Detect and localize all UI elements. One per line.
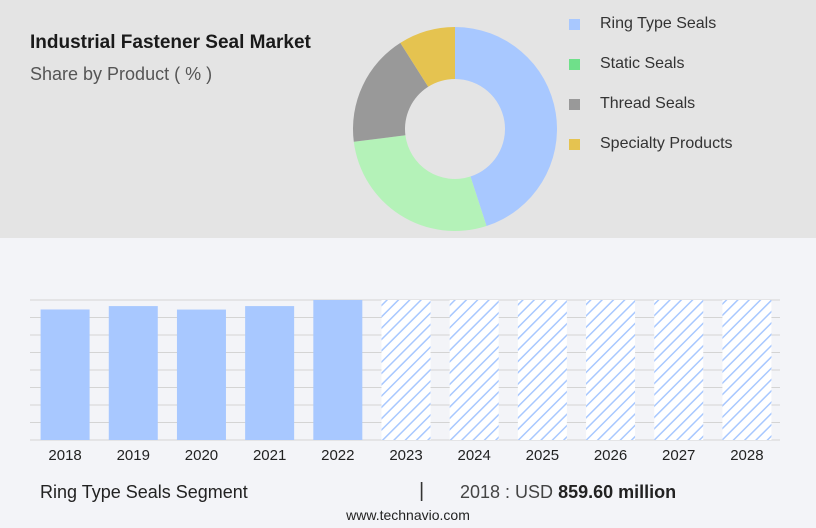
x-tick-label: 2024 bbox=[457, 447, 490, 464]
x-tick-label: 2020 bbox=[185, 447, 218, 464]
forecast-bar-2028 bbox=[722, 300, 772, 440]
forecast-bar-2024 bbox=[449, 300, 499, 440]
x-tick-label: 2021 bbox=[253, 447, 286, 464]
legend-label: Thread Seals bbox=[600, 95, 696, 112]
legend-item-thread-seals: Thread Seals bbox=[569, 92, 809, 116]
legend-item-specialty-products: Specialty Products bbox=[569, 132, 809, 156]
legend-label: Ring Type Seals bbox=[600, 15, 717, 32]
legend-item-static-seals: Static Seals bbox=[569, 52, 809, 76]
legend-swatch bbox=[569, 58, 580, 70]
x-tick-label: 2026 bbox=[594, 447, 627, 464]
legend-swatch bbox=[569, 138, 580, 150]
segment-value-amount: 859.60 million bbox=[558, 482, 677, 502]
segment-value-prefix: 2018 : USD bbox=[460, 482, 554, 502]
chart-title: Industrial Fastener Seal Market bbox=[30, 32, 311, 53]
x-tick-label: 2019 bbox=[117, 447, 150, 464]
legend-swatch bbox=[569, 98, 580, 110]
chart-subtitle: Share by Product ( % ) bbox=[30, 64, 213, 84]
donut-slice-static-seals bbox=[353, 135, 487, 232]
x-tick-label: 2018 bbox=[48, 447, 81, 464]
forecast-bar-2023 bbox=[381, 300, 431, 440]
forecast-bar-2025 bbox=[517, 300, 567, 440]
source-link[interactable]: www.technavio.com bbox=[346, 507, 470, 523]
legend-label: Static Seals bbox=[600, 55, 685, 72]
x-tick-label: 2022 bbox=[321, 447, 354, 464]
bar-2021 bbox=[245, 306, 295, 440]
donut-slice-thread-seals bbox=[353, 42, 429, 142]
bar-chart: 2018 2019 2020 2021 2022 2023 2024 2025 2026 2027… bbox=[30, 299, 780, 464]
x-tick-label: 2025 bbox=[526, 447, 559, 464]
segment-value: 2018 : USD 859.60 million bbox=[460, 482, 676, 503]
donut-chart bbox=[353, 27, 557, 232]
x-tick-label: 2023 bbox=[389, 447, 422, 464]
forecast-bar-2027 bbox=[654, 300, 704, 440]
donut-slice-specialty-products bbox=[400, 27, 455, 87]
legend-item-ring-type-seals: Ring Type Seals bbox=[569, 12, 809, 36]
footer-separator: | bbox=[419, 480, 425, 502]
x-tick-label: 2027 bbox=[662, 447, 695, 464]
bar-2022 bbox=[313, 300, 363, 440]
x-tick-label: 2028 bbox=[730, 447, 763, 464]
legend-swatch bbox=[569, 18, 580, 30]
bar-2018 bbox=[40, 309, 90, 440]
bar-2019 bbox=[108, 306, 158, 440]
segment-label: Ring Type Seals Segment bbox=[40, 482, 248, 502]
bar-2020 bbox=[176, 309, 226, 440]
legend-label: Specialty Products bbox=[600, 135, 733, 152]
donut-slice-ring-type-seals bbox=[455, 27, 557, 227]
forecast-bar-2026 bbox=[586, 300, 636, 440]
